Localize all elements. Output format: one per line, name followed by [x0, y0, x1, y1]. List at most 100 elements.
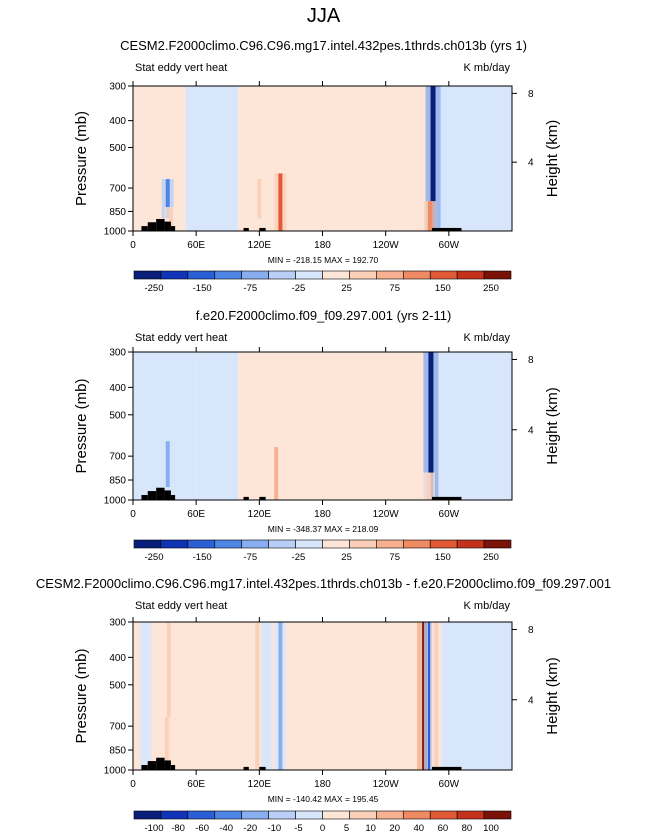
colorbar-swatch	[133, 270, 162, 280]
colorbar-swatch	[160, 270, 189, 280]
colorbar-swatch	[402, 270, 431, 280]
y-tick-label: 400	[109, 383, 126, 394]
field-band	[438, 86, 512, 231]
colorbar-label: 150	[435, 552, 451, 563]
colorbar-swatch	[349, 270, 377, 280]
colorbar-label: -250	[144, 552, 163, 563]
min-max-label: MIN = -348.37 MAX = 218.09	[268, 524, 379, 534]
field-feature	[255, 622, 260, 770]
terrain-block	[141, 494, 148, 500]
panels: CESM2.F2000climo.C96.C96.mg17.intel.432p…	[36, 38, 611, 834]
y2-tick-label: 4	[528, 695, 534, 706]
colorbar-swatch	[322, 810, 350, 820]
colorbar-swatch	[429, 539, 458, 549]
colorbar-swatch	[456, 810, 485, 820]
colorbar-swatch	[268, 270, 296, 280]
field-feature	[165, 441, 170, 488]
y2-tick-label: 4	[528, 158, 534, 169]
colorbar-label: -10	[267, 823, 281, 834]
colorbar-swatch	[241, 539, 269, 549]
x-tick-label: 0	[130, 509, 136, 520]
x-tick-label: 120E	[248, 509, 272, 520]
field-band	[133, 86, 186, 231]
field-feature	[434, 622, 439, 770]
panel-title: f.e20.F2000climo.f09_f09.297.001 (yrs 2-…	[196, 308, 452, 323]
terrain-block	[259, 227, 266, 231]
x-tick-label: 120W	[373, 509, 400, 520]
panel-left-label: Stat eddy vert heat	[135, 600, 227, 612]
y-tick-label: 700	[109, 452, 126, 463]
colorbar-swatch	[133, 539, 162, 549]
terrain-block	[243, 766, 249, 770]
colorbar-swatch	[241, 270, 269, 280]
colorbar-swatch	[214, 270, 243, 280]
colorbar-label: 25	[341, 552, 352, 563]
colorbar-label: 75	[389, 552, 400, 563]
colorbar-swatch	[160, 810, 189, 820]
terrain-block	[170, 764, 176, 770]
colorbar-label: -40	[219, 823, 233, 834]
field-feature	[427, 201, 432, 231]
field-band	[185, 86, 239, 231]
colorbar-label: -150	[193, 283, 212, 294]
x-tick-label: 120E	[248, 779, 272, 790]
terrain-block	[431, 766, 462, 770]
field-feature	[274, 447, 279, 500]
y2-tick-label: 8	[528, 89, 534, 100]
figure-title: JJA	[307, 5, 341, 27]
colorbar-swatch	[295, 270, 323, 280]
colorbar-swatch	[214, 539, 243, 549]
y-tick-label: 300	[109, 82, 126, 93]
colorbar-swatch	[295, 539, 323, 549]
panel-left-label: Stat eddy vert heat	[135, 62, 227, 74]
colorbar-label: 20	[389, 823, 400, 834]
colorbar-swatch	[376, 539, 404, 549]
colorbar-swatch	[322, 270, 350, 280]
field-band	[438, 622, 512, 770]
field-feature	[168, 207, 173, 231]
x-tick-label: 120E	[248, 240, 272, 251]
terrain-block	[431, 227, 462, 231]
y-axis-title: Pressure (mb)	[73, 378, 90, 473]
y-tick-label: 300	[109, 348, 126, 359]
x-tick-label: 60E	[187, 509, 205, 520]
field-feature	[143, 622, 148, 770]
y-tick-label: 500	[109, 680, 126, 691]
field-feature	[428, 352, 434, 500]
y-tick-label: 700	[109, 722, 126, 733]
colorbar-swatch	[160, 539, 189, 549]
colorbar-label: -150	[193, 552, 212, 563]
colorbar-swatch	[214, 810, 243, 820]
y2-tick-label: 8	[528, 355, 534, 366]
colorbar-swatch	[429, 810, 458, 820]
panel-2: f.e20.F2000climo.f09_f09.297.001 (yrs 2-…	[73, 308, 561, 563]
field-feature	[278, 622, 283, 770]
colorbar-label: -20	[243, 823, 257, 834]
colorbar-swatch	[268, 539, 296, 549]
panel-title: CESM2.F2000climo.C96.C96.mg17.intel.432p…	[36, 576, 611, 591]
colorbar-label: -60	[195, 823, 209, 834]
x-tick-label: 0	[130, 779, 136, 790]
terrain-block	[156, 757, 165, 770]
terrain-block	[243, 227, 249, 231]
panel-right-label: K mb/day	[464, 62, 511, 74]
field-feature	[426, 472, 431, 500]
x-tick-label: 60E	[187, 240, 205, 251]
terrain-block	[164, 221, 171, 231]
colorbar-swatch	[429, 270, 458, 280]
panel-3: CESM2.F2000climo.C96.C96.mg17.intel.432p…	[36, 576, 611, 834]
colorbar-swatch	[483, 810, 512, 820]
colorbar-label: 5	[344, 823, 349, 834]
colorbar-swatch	[456, 539, 485, 549]
field-feature	[165, 179, 170, 219]
y-tick-label: 700	[109, 184, 126, 195]
panel-right-label: K mb/day	[464, 332, 511, 344]
terrain-block	[156, 487, 165, 500]
x-tick-label: 60E	[187, 779, 205, 790]
panel-left-label: Stat eddy vert heat	[135, 332, 227, 344]
colorbar-label: -75	[243, 552, 257, 563]
colorbar-swatch	[295, 810, 323, 820]
field-band	[196, 352, 239, 500]
y-tick-label: 850	[109, 207, 126, 218]
colorbar-swatch	[268, 810, 296, 820]
